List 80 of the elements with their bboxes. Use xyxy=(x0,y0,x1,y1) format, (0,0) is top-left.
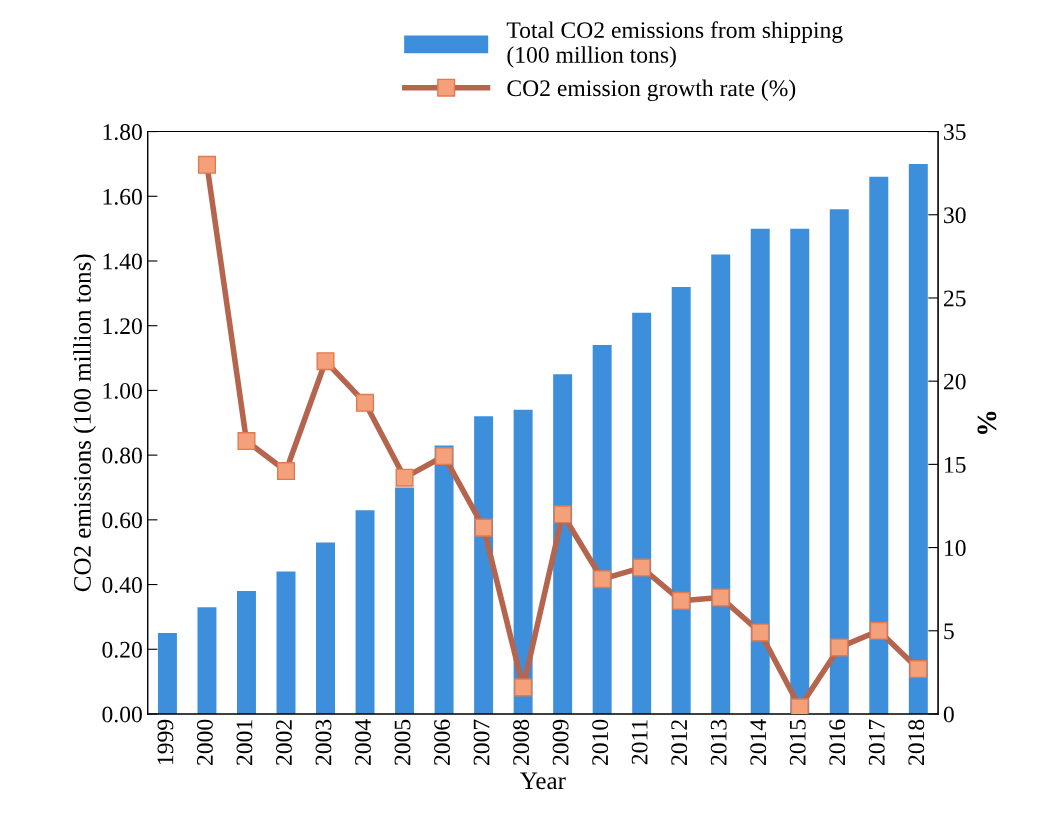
bar xyxy=(395,487,415,714)
x-tick-label: 2010 xyxy=(592,719,609,766)
point xyxy=(553,505,572,524)
y-tick-label: 1.00 xyxy=(103,382,142,399)
bar xyxy=(908,163,928,714)
x-tick-label: 2017 xyxy=(868,719,885,766)
point xyxy=(316,352,335,371)
x-tick-label: 2018 xyxy=(908,719,925,766)
x-tick-label: 2006 xyxy=(434,719,450,766)
y-tick-label: 0.20 xyxy=(102,641,142,658)
point xyxy=(197,155,216,174)
point xyxy=(237,432,256,451)
bar xyxy=(434,445,454,714)
y-tick-label: 0.40 xyxy=(102,577,142,594)
point xyxy=(514,678,533,697)
point xyxy=(909,660,928,679)
bar xyxy=(711,254,731,714)
bar xyxy=(316,542,335,714)
point xyxy=(356,393,375,412)
y-tick-label: 1.80 xyxy=(103,124,142,141)
point xyxy=(672,591,691,610)
y2-tick-label: 35 xyxy=(944,124,966,140)
y2-tick-label: 20 xyxy=(943,373,966,390)
y2-tick-label: 30 xyxy=(944,207,966,224)
point xyxy=(830,638,849,657)
x-tick-label: 2015 xyxy=(789,719,806,766)
x-tick-label: 1999 xyxy=(157,719,174,764)
x-tick-label: 2004 xyxy=(355,719,371,766)
x-tick-label: 2014 xyxy=(750,719,767,766)
bar xyxy=(157,633,177,714)
x-tick-label: 2003 xyxy=(315,719,332,766)
x-tick-label: 2009 xyxy=(552,719,569,766)
y2-tick-label: 15 xyxy=(945,456,966,473)
point xyxy=(632,558,651,577)
point xyxy=(751,623,770,642)
bar xyxy=(632,312,652,714)
y-tick-label: 1.60 xyxy=(103,188,142,205)
x-tick-label: 2001 xyxy=(236,720,253,766)
y-tick-label: 1.20 xyxy=(103,318,142,335)
bar xyxy=(355,510,375,714)
bar xyxy=(237,591,256,714)
y-tick-label: 1.40 xyxy=(103,253,142,270)
y2-tick-label: 25 xyxy=(943,290,966,307)
bar xyxy=(671,286,691,714)
point xyxy=(790,698,809,714)
x-tick-label: 2002 xyxy=(275,720,292,766)
bar xyxy=(276,571,296,714)
x-tick-label: 2016 xyxy=(829,719,846,766)
bar xyxy=(197,607,217,714)
point xyxy=(593,570,612,589)
y-tick-label: 0.00 xyxy=(102,706,142,723)
point xyxy=(869,621,888,640)
point xyxy=(276,461,296,481)
bar xyxy=(474,416,494,714)
y2-tick-label: 10 xyxy=(945,540,966,556)
x-tick-label: 2000 xyxy=(196,719,213,766)
x-tick-label: 2013 xyxy=(710,719,727,766)
y2-axis-title: % xyxy=(977,411,997,435)
x-tick-label: 2005 xyxy=(394,719,411,766)
y2-tick-label: 0 xyxy=(943,706,954,723)
bar xyxy=(750,228,770,714)
point xyxy=(395,468,414,487)
x-axis-title: Year xyxy=(520,772,566,790)
bar xyxy=(869,176,889,714)
legend-label: Total CO2 emissions from shipping (100 million tons) xyxy=(506,21,843,68)
y-tick-label: 0.80 xyxy=(102,447,142,464)
y-tick-label: 0.60 xyxy=(102,512,142,529)
x-tick-label: 2008 xyxy=(513,719,530,766)
bar xyxy=(592,345,612,714)
y-axis-title: CO2 emissions (100 million tons) xyxy=(73,254,96,592)
y2-tick-label: 5 xyxy=(944,623,954,640)
legend-label: CO2 emission growth rate (%) xyxy=(507,79,796,102)
bar xyxy=(790,228,810,714)
x-tick-label: 2007 xyxy=(473,719,490,766)
point xyxy=(711,588,730,607)
point xyxy=(435,447,454,466)
bar xyxy=(829,209,849,714)
point xyxy=(474,518,493,537)
x-tick-label: 2012 xyxy=(671,720,688,766)
x-tick-label: 2011 xyxy=(631,720,648,765)
